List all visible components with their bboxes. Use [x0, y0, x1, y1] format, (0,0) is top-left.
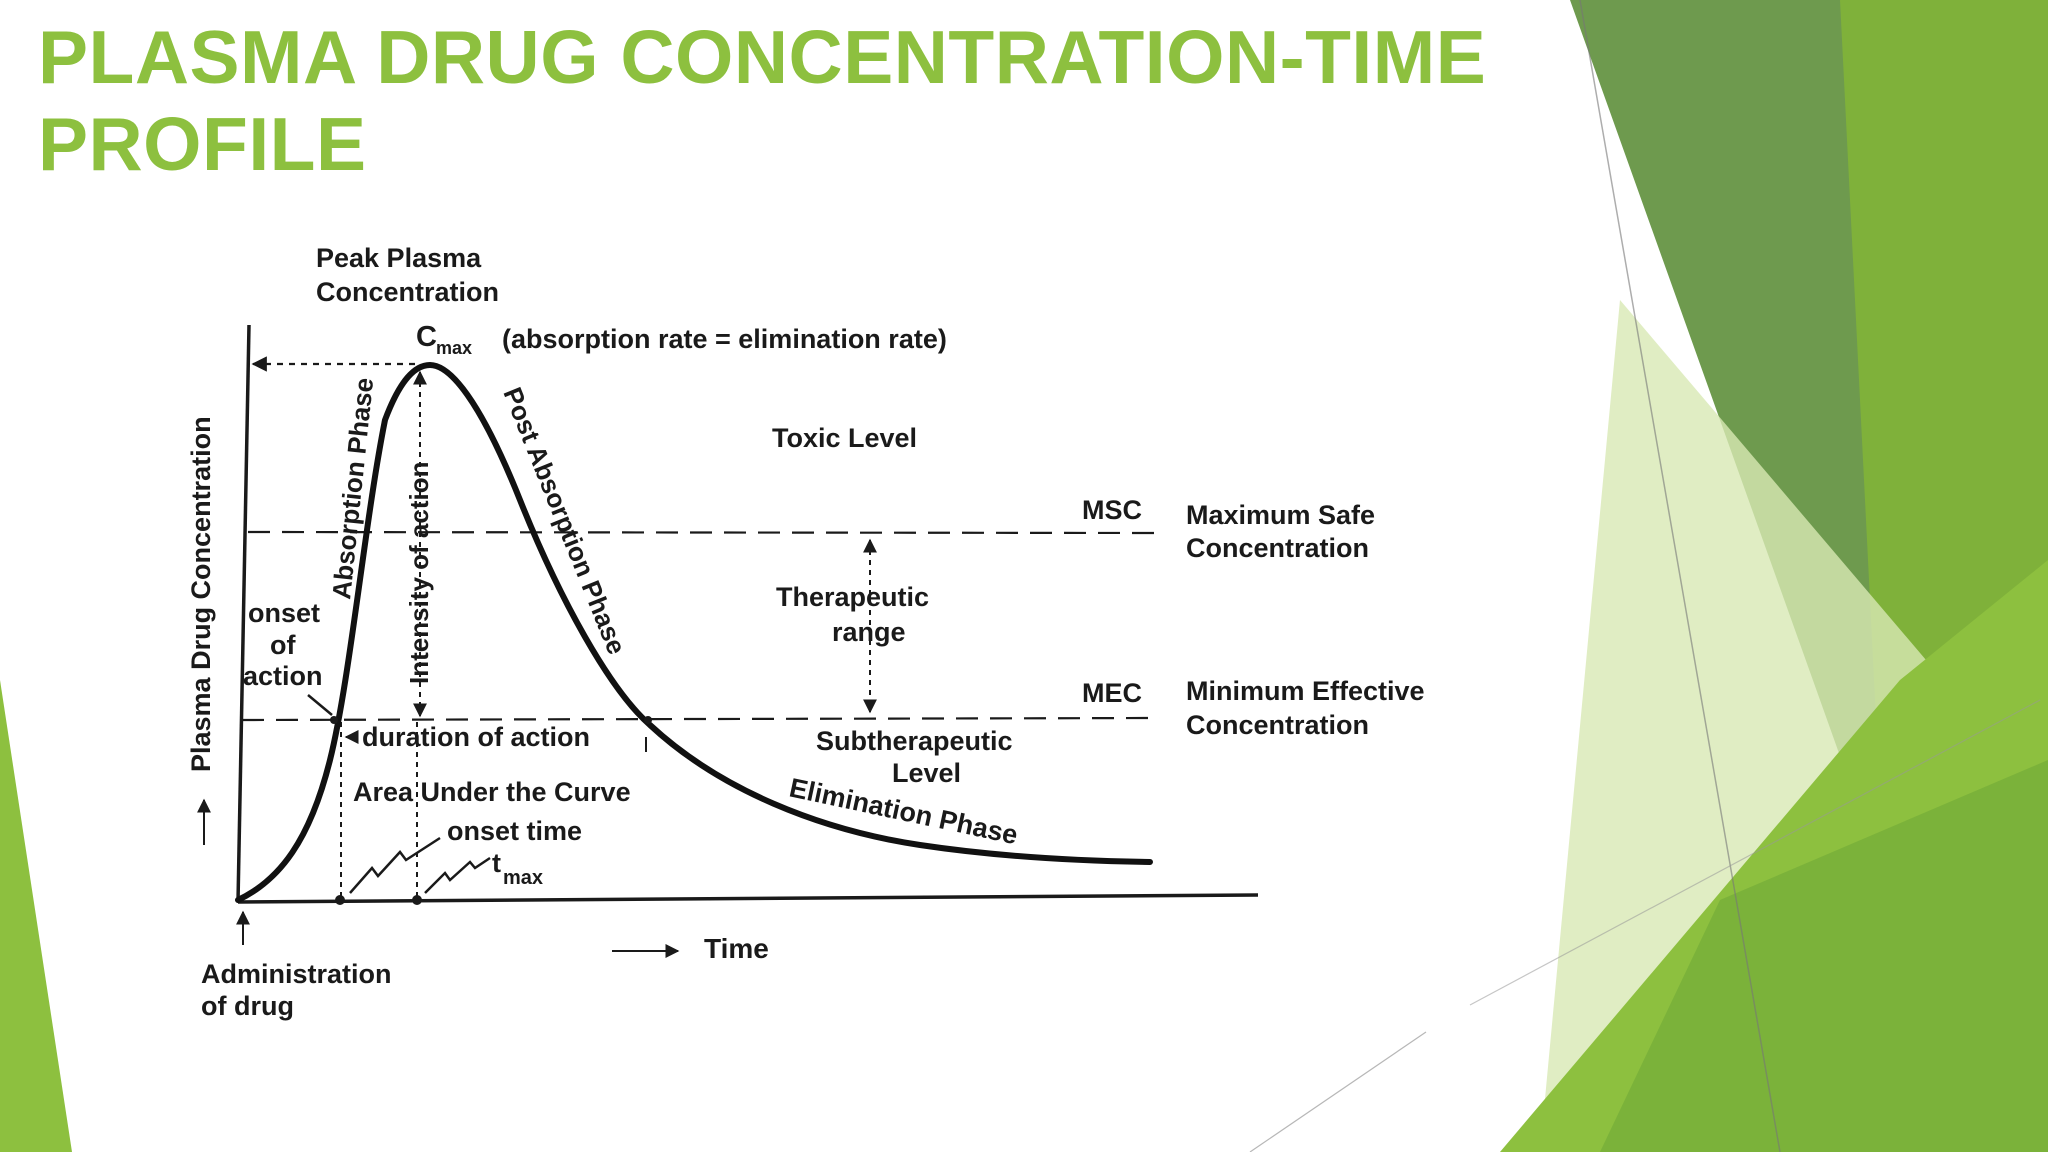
tmax-pointer — [424, 856, 491, 894]
intensity-label: Intensity of action — [404, 462, 434, 684]
therapeutic-range-label: Therapeutic — [776, 582, 929, 612]
duration-of-action-label: duration of action — [362, 722, 590, 752]
offset-mec-point — [644, 716, 652, 724]
therapeutic-range-label: range — [832, 617, 906, 647]
right-lower-green-shape — [1600, 760, 2048, 1152]
mec-dashed-line — [241, 716, 1161, 722]
toxic-level-label: Toxic Level — [772, 423, 917, 453]
onset-of-action-label: action — [243, 661, 323, 691]
cmax-subscript: max — [436, 338, 472, 358]
onset-mec-point — [330, 716, 338, 724]
onset-point — [335, 895, 345, 905]
msc-description: Concentration — [1186, 533, 1369, 563]
peak-label: Concentration — [316, 277, 499, 307]
msc-description: Maximum Safe — [1186, 500, 1375, 530]
post-absorption-label: Post Absorption Phase — [497, 383, 632, 659]
decor-line — [1249, 1031, 1427, 1152]
left-green-shape — [0, 680, 72, 1152]
decor-line — [1469, 699, 2041, 1006]
auc-label: Area Under the Curve — [353, 777, 631, 807]
onset-of-action-label: onset — [248, 598, 320, 628]
decor-line — [1579, 0, 1781, 1152]
y-axis — [236, 324, 251, 903]
onset-of-action-pointer — [307, 694, 333, 716]
administration-label: Administration — [201, 959, 392, 989]
onset-of-action-label: of — [270, 630, 296, 660]
subtherapeutic-label: Level — [892, 758, 961, 788]
tmax-subscript: max — [503, 867, 543, 889]
y-axis-label: Plasma Drug Concentration — [186, 416, 216, 772]
cmax-note: (absorption rate = elimination rate) — [502, 324, 947, 354]
cmax-label: C — [416, 321, 437, 353]
tmax-point — [412, 895, 422, 905]
subtherapeutic-label: Subtherapeutic — [816, 726, 1013, 756]
slide-title: PLASMA DRUG CONCENTRATION-TIME PROFILE — [38, 14, 1558, 188]
mec-description: Concentration — [1186, 710, 1369, 740]
mec-description: Minimum Effective — [1186, 676, 1425, 706]
x-axis — [237, 893, 1259, 904]
onset-time-pointer — [349, 836, 441, 894]
msc-dashed-line — [247, 530, 1161, 535]
time-axis-label: Time — [704, 933, 769, 964]
slide-title-line: PLASMA DRUG CONCENTRATION-TIME — [38, 15, 1487, 99]
slide-title-line: PROFILE — [38, 102, 367, 186]
onset-time-label: onset time — [447, 816, 582, 846]
mec-label: MEC — [1082, 678, 1142, 708]
peak-label: Peak Plasma — [316, 243, 482, 273]
tmax-label: t — [492, 848, 501, 878]
msc-label: MSC — [1082, 495, 1142, 525]
plasma-concentration-curve — [235, 361, 1153, 903]
administration-label: of drug — [201, 991, 294, 1021]
